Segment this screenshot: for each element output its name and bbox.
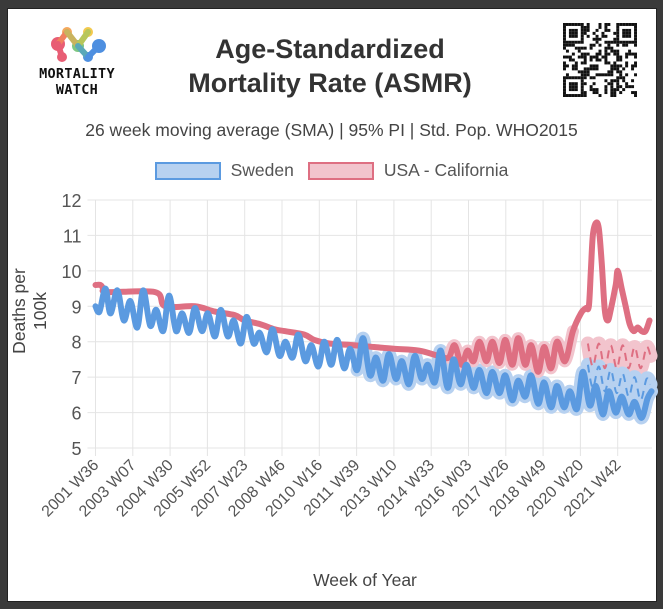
point-california — [590, 232, 596, 239]
point-california — [638, 328, 645, 334]
point-california — [605, 317, 611, 324]
title-line1: Age-Standardized — [215, 34, 445, 64]
y-axis-title: Deaths per 100k — [9, 268, 50, 354]
logo-text-line1: MORTALITY — [39, 66, 115, 82]
logo-text-line2: WATCH — [55, 82, 99, 98]
point-california — [596, 225, 602, 231]
point-california — [593, 220, 599, 226]
point-california — [627, 321, 633, 327]
legend-label-sweden: Sweden — [230, 160, 294, 180]
title-line2: Mortality Rate (ASMR) — [188, 68, 472, 98]
point-california — [615, 268, 621, 274]
qr-code-icon[interactable] — [563, 22, 637, 98]
y-tick-label: 7 — [71, 368, 81, 388]
line-california — [92, 219, 653, 375]
point-california — [586, 303, 592, 309]
y-tick-label: 8 — [71, 333, 81, 353]
point-california — [642, 328, 649, 334]
legend-item-sweden[interactable]: Sweden — [154, 160, 294, 181]
y-tick-label: 11 — [63, 226, 82, 246]
point-california — [619, 285, 625, 292]
y-tick-label: 6 — [71, 404, 81, 424]
point-california — [602, 307, 608, 313]
legend-swatch-california — [307, 161, 374, 180]
legend: Sweden USA - California — [0, 160, 663, 181]
chart-subtitle: 26 week moving average (SMA) | 95% PI | … — [85, 120, 578, 140]
x-axis-title: Week of Year — [313, 570, 417, 590]
point-california — [588, 268, 594, 274]
series-lines — [92, 219, 655, 421]
y-tick-label: 12 — [61, 191, 81, 211]
y-tick-labels: 5 6 7 8 9 10 11 12 — [61, 191, 81, 459]
point-california — [646, 317, 653, 324]
y-tick-label: 10 — [61, 262, 81, 282]
line-sweden — [92, 285, 655, 421]
legend-label-california: USA - California — [383, 160, 509, 180]
legend-swatch-sweden — [154, 161, 221, 180]
point-california — [631, 328, 637, 334]
y-tick-label: 5 — [71, 439, 81, 459]
line-sweden-baseline — [586, 364, 652, 402]
point-california — [634, 324, 641, 331]
point-california — [608, 307, 614, 313]
logo-icon — [51, 27, 106, 62]
point-california — [623, 303, 629, 309]
line-california-baseline — [586, 342, 652, 370]
point-california — [613, 282, 619, 288]
point-california — [599, 261, 605, 267]
legend-item-california[interactable]: USA - California — [307, 160, 509, 181]
mortality-watch-logo: MORTALITY WATCH — [22, 24, 132, 104]
y-tick-label: 9 — [71, 297, 81, 317]
chart-title: Age-Standardized Mortality Rate (ASMR) — [150, 32, 510, 100]
